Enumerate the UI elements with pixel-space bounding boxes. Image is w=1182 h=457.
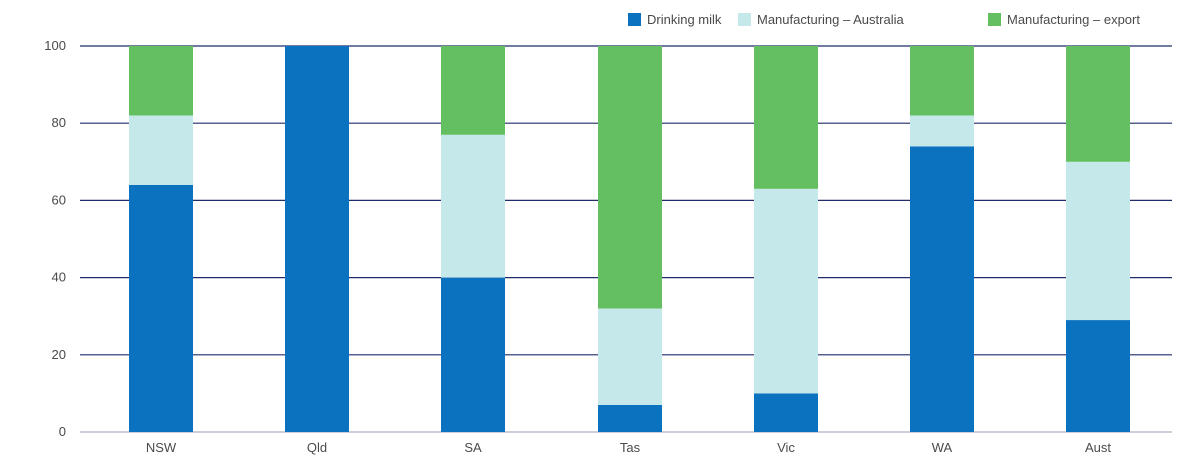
x-tick-label: Vic xyxy=(777,440,795,455)
bar-segment-tas-1 xyxy=(598,404,662,432)
legend-label: Manufacturing – export xyxy=(1007,12,1140,27)
x-tick-label: Aust xyxy=(1085,440,1111,455)
bar-segment-aust-1 xyxy=(1066,320,1130,432)
legend-swatch xyxy=(738,13,751,26)
x-tick-label: WA xyxy=(932,440,953,455)
bar-segment-sa-2 xyxy=(441,134,505,278)
bars xyxy=(129,46,1130,433)
bar-segment-vic-2 xyxy=(754,188,818,394)
bar-segment-nsw-1 xyxy=(129,184,193,432)
legend-swatch xyxy=(628,13,641,26)
bar-segment-sa-3 xyxy=(441,46,505,135)
bar-segment-wa-1 xyxy=(910,146,974,433)
legend-label: Drinking milk xyxy=(647,12,722,27)
bar-segment-vic-1 xyxy=(754,393,818,432)
legend: Drinking milk Manufacturing – Australia Ma… xyxy=(628,12,1140,27)
bar-segment-nsw-3 xyxy=(129,46,193,116)
x-tick-label: Qld xyxy=(307,440,327,455)
y-tick-label: 20 xyxy=(52,347,66,362)
bar-segment-sa-1 xyxy=(441,277,505,432)
y-tick-label: 60 xyxy=(52,192,66,207)
bar-segment-vic-3 xyxy=(754,46,818,189)
bar-segment-nsw-2 xyxy=(129,115,193,185)
y-tick-label: 40 xyxy=(52,270,66,285)
x-tick-label: Tas xyxy=(620,440,641,455)
legend-swatch xyxy=(988,13,1001,26)
x-axis-ticks: NSW Qld SA Tas Vic WA Aust xyxy=(146,440,1112,455)
bar-segment-qld-1 xyxy=(285,46,349,432)
x-tick-label: SA xyxy=(464,440,482,455)
x-tick-label: NSW xyxy=(146,440,177,455)
y-axis-ticks: 0 20 40 60 80 100 xyxy=(44,38,66,439)
bar-segment-tas-2 xyxy=(598,308,662,405)
y-tick-label: 100 xyxy=(44,38,66,53)
y-tick-label: 0 xyxy=(59,424,66,439)
bar-segment-aust-3 xyxy=(1066,46,1130,162)
legend-label: Manufacturing – Australia xyxy=(757,12,904,27)
bar-segment-wa-3 xyxy=(910,46,974,116)
bar-segment-tas-3 xyxy=(598,46,662,309)
bar-segment-wa-2 xyxy=(910,115,974,147)
y-tick-label: 80 xyxy=(52,115,66,130)
bar-segment-aust-2 xyxy=(1066,161,1130,321)
